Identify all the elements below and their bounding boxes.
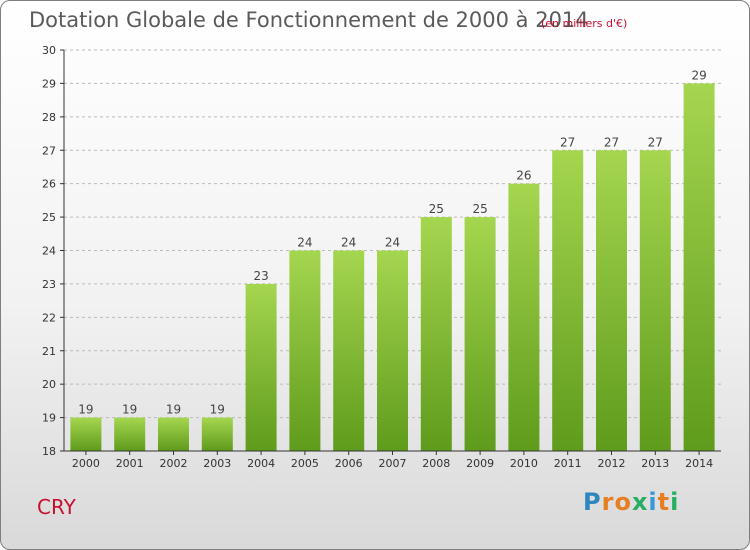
value-label-2005: 24: [297, 236, 312, 250]
y-tick-label-22: 22: [42, 311, 56, 324]
bar-2010: [508, 183, 540, 451]
place-name: CRY: [37, 495, 76, 519]
y-tick-label-20: 20: [42, 378, 56, 391]
value-label-2010: 26: [516, 169, 531, 183]
bar-2014: [683, 83, 715, 452]
x-tick-label-2006: 2006: [335, 457, 363, 470]
bars: [70, 83, 715, 452]
value-label-2000: 19: [78, 403, 93, 417]
x-tick-label-2007: 2007: [379, 457, 407, 470]
value-labels: 19 19 19 19 23 24 24 24 25 25 26 27 27 27 29: [78, 68, 706, 416]
y-tick-label-28: 28: [42, 111, 56, 124]
x-tick-label-2012: 2012: [598, 457, 626, 470]
y-tick-label-19: 19: [42, 412, 56, 425]
x-tick-label-2003: 2003: [203, 457, 231, 470]
value-label-2003: 19: [210, 403, 225, 417]
x-tick-label-2005: 2005: [291, 457, 319, 470]
x-tick-label-2001: 2001: [116, 457, 144, 470]
chart-subtitle: (en milliers d'€): [541, 17, 628, 30]
x-tick-label-2011: 2011: [554, 457, 582, 470]
bar-2001: [114, 417, 146, 451]
bar-2011: [552, 150, 584, 451]
value-label-2001: 19: [122, 403, 137, 417]
bar-2013: [639, 150, 671, 451]
bar-2006: [333, 250, 365, 451]
value-label-2002: 19: [166, 403, 181, 417]
logo-letter: r: [601, 488, 615, 516]
x-tick-label-2002: 2002: [160, 457, 188, 470]
bar-2005: [289, 250, 321, 451]
value-label-2007: 24: [385, 236, 400, 250]
axes: 18 19 20 21 22 23 24 25 26 27 28 29 30 2000 2001 2002 20…: [42, 44, 721, 470]
logo-letter: t: [657, 488, 671, 516]
y-tick-label-23: 23: [42, 278, 56, 291]
y-tick-label-26: 26: [42, 178, 56, 191]
bar-2009: [464, 217, 496, 451]
y-tick-label-18: 18: [42, 445, 56, 458]
y-tick-label-21: 21: [42, 345, 56, 358]
y-tick-label-30: 30: [42, 44, 56, 57]
bar-2000: [70, 417, 102, 451]
value-label-2009: 25: [472, 202, 487, 216]
x-tick-label-2013: 2013: [641, 457, 669, 470]
value-label-2008: 25: [429, 202, 444, 216]
y-tick-label-27: 27: [42, 144, 56, 157]
value-label-2013: 27: [648, 135, 663, 149]
y-tick-label-24: 24: [42, 245, 56, 258]
bar-2003: [201, 417, 233, 451]
logo-letter: x: [631, 488, 649, 516]
x-tick-label-2000: 2000: [72, 457, 100, 470]
bar-2008: [420, 217, 452, 451]
bar-2012: [596, 150, 627, 451]
value-label-2012: 27: [604, 135, 619, 149]
x-tick-label-2009: 2009: [466, 457, 494, 470]
x-tick-label-2010: 2010: [510, 457, 538, 470]
x-tick-label-2008: 2008: [422, 457, 450, 470]
x-tick-label-2004: 2004: [247, 457, 275, 470]
logo-letter: i: [648, 488, 658, 516]
bar-2002: [158, 417, 189, 451]
x-tick-label-2014: 2014: [685, 457, 713, 470]
chart-title: Dotation Globale de Fonctionnement de 20…: [29, 8, 589, 32]
logo-letter: i: [670, 488, 680, 516]
proxiti-logo[interactable]: Proxiti: [583, 488, 679, 516]
bar-2004: [245, 283, 277, 451]
logo-letter: o: [614, 488, 632, 516]
value-label-2014: 29: [691, 68, 706, 82]
y-tick-label-29: 29: [42, 77, 56, 90]
bar-2007: [377, 250, 408, 451]
value-label-2004: 23: [253, 269, 268, 283]
logo-letter: P: [583, 488, 602, 516]
value-label-2011: 27: [560, 135, 575, 149]
y-tick-label-25: 25: [42, 211, 56, 224]
value-label-2006: 24: [341, 236, 356, 250]
